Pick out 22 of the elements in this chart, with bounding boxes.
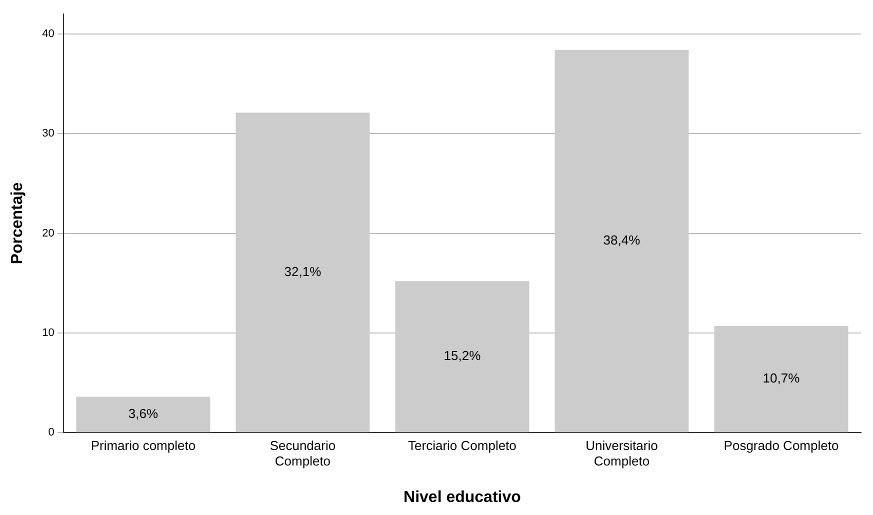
- data-label: 15,2%: [444, 348, 482, 364]
- y-axis-title: Porcentaje: [9, 182, 26, 264]
- y-tick-label: 30: [42, 128, 54, 140]
- bar: [714, 326, 848, 432]
- x-tick-label: Primario completo: [90, 438, 196, 453]
- data-label: 3,6%: [128, 406, 158, 421]
- x-tick-label: Terciario Completo: [408, 438, 516, 453]
- bar: [554, 50, 689, 432]
- data-label: 10,7%: [762, 370, 800, 386]
- bar: [76, 396, 210, 432]
- y-tick-label: 10: [42, 326, 54, 339]
- y-tick-label: 0: [48, 426, 54, 439]
- bar: [395, 281, 530, 432]
- y-tick-label: 40: [42, 28, 54, 40]
- data-label: 32,1%: [284, 264, 322, 279]
- x-axis-title: Nivel educativo: [404, 488, 522, 506]
- data-label: 38,4%: [603, 232, 641, 248]
- x-tick-label: Universitario Completo: [586, 438, 658, 469]
- bar: [236, 112, 370, 432]
- y-tick-label: 20: [42, 227, 54, 240]
- x-tick-label: Posgrado Completo: [724, 438, 839, 453]
- x-tick-label: Secundario Completo: [270, 438, 336, 469]
